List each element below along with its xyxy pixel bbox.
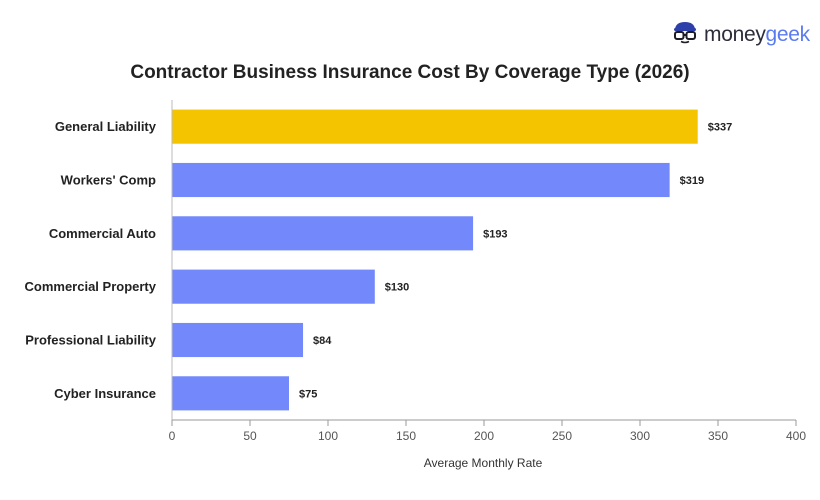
x-tick-label: 150	[396, 429, 416, 443]
bar-commercial-auto	[172, 216, 474, 251]
chart-title: Contractor Business Insurance Cost By Co…	[130, 62, 690, 83]
nerd-glasses-icon	[672, 20, 698, 49]
brand-wordmark: moneygeek	[704, 24, 810, 45]
x-axis-title: Average Monthly Rate	[424, 456, 543, 470]
x-tick-label: 100	[318, 429, 338, 443]
brand-geek: geek	[765, 23, 811, 46]
x-tick-label: 200	[474, 429, 494, 443]
brand-money: money	[704, 23, 766, 46]
x-tick-label: 50	[243, 429, 257, 443]
x-tick-label: 250	[552, 429, 572, 443]
value-label: $193	[483, 228, 507, 240]
x-tick-label: 300	[630, 429, 650, 443]
brand-logo: moneygeek	[672, 20, 810, 49]
bar-professional-liability	[172, 322, 304, 358]
bar-cyber-insurance	[172, 376, 289, 411]
bar-general-liability	[172, 109, 698, 144]
value-label: $130	[385, 282, 409, 294]
value-label: $75	[299, 388, 317, 400]
bars-layer: General Liability $337 Workers' Comp $319 Co…	[25, 109, 732, 411]
category-label: Commercial Auto	[49, 226, 156, 241]
value-label: $84	[313, 335, 332, 347]
category-label: Commercial Property	[25, 279, 157, 294]
category-label: Cyber Insurance	[54, 386, 156, 401]
value-label: $319	[680, 175, 704, 187]
category-label: Professional Liability	[25, 333, 157, 348]
category-label: General Liability	[55, 119, 157, 134]
bar-workers-comp	[172, 162, 670, 198]
category-label: Workers' Comp	[61, 173, 156, 188]
x-tick-label: 350	[708, 429, 728, 443]
bar-commercial-property	[172, 269, 375, 304]
x-tick-label: 400	[786, 429, 806, 443]
value-label: $337	[708, 122, 732, 134]
axes-layer: 0 50 100 150 200 250 300 350 400	[169, 100, 806, 443]
x-tick-label: 0	[169, 429, 176, 443]
